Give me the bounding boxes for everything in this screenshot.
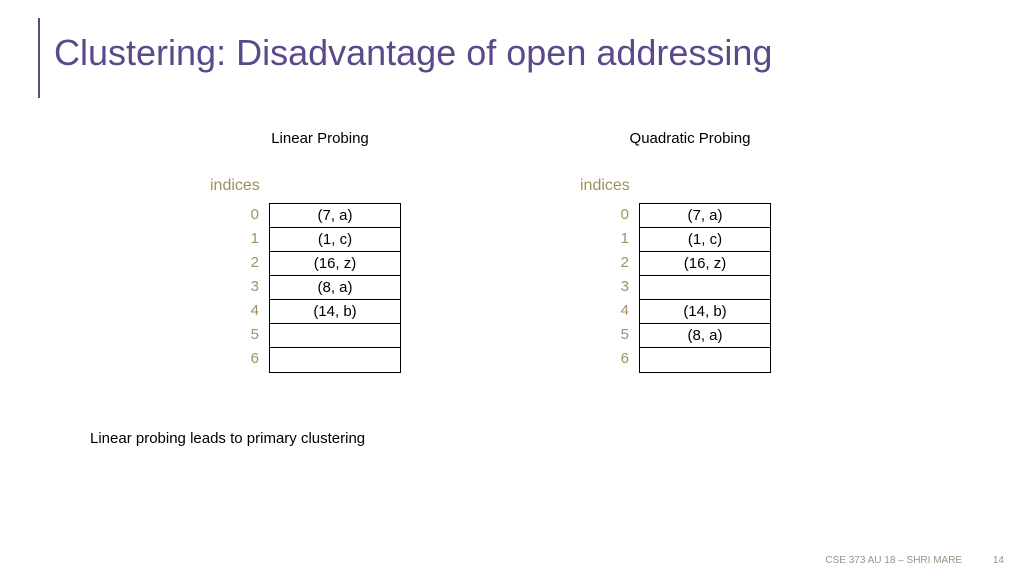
value-cell — [270, 348, 400, 372]
index-cell: 0 — [609, 203, 629, 227]
linear-probing-table: 0 1 2 3 4 5 6 (7, a) (1, c) (16, z) (8, … — [239, 203, 401, 373]
value-column: (7, a) (1, c) (16, z) (14, b) (8, a) — [639, 203, 771, 373]
index-cell: 6 — [609, 347, 629, 371]
value-cell — [270, 324, 400, 348]
linear-probing-block: Linear Probing indices 0 1 2 3 4 5 6 (7,… — [150, 130, 490, 373]
accent-bar — [38, 18, 40, 98]
value-cell: (16, z) — [270, 252, 400, 276]
value-cell: (16, z) — [640, 252, 770, 276]
value-cell: (14, b) — [640, 300, 770, 324]
tables-container: Linear Probing indices 0 1 2 3 4 5 6 (7,… — [0, 130, 1024, 373]
indices-label-right: indices — [580, 177, 630, 195]
value-cell: (7, a) — [640, 204, 770, 228]
index-cell: 1 — [609, 227, 629, 251]
index-cell: 5 — [609, 323, 629, 347]
quadratic-probing-title: Quadratic Probing — [630, 130, 751, 147]
value-column: (7, a) (1, c) (16, z) (8, a) (14, b) — [269, 203, 401, 373]
slide-footer: CSE 373 AU 18 – SHRI MARE 14 — [825, 555, 1004, 566]
index-cell: 1 — [239, 227, 259, 251]
index-cell: 3 — [239, 275, 259, 299]
index-cell: 2 — [239, 251, 259, 275]
index-cell: 3 — [609, 275, 629, 299]
course-label: CSE 373 AU 18 – SHRI MARE — [825, 555, 962, 566]
index-cell: 5 — [239, 323, 259, 347]
value-cell — [640, 348, 770, 372]
value-cell — [640, 276, 770, 300]
index-cell: 6 — [239, 347, 259, 371]
value-cell: (8, a) — [270, 276, 400, 300]
value-cell: (14, b) — [270, 300, 400, 324]
page-number: 14 — [993, 555, 1004, 566]
value-cell: (7, a) — [270, 204, 400, 228]
page-title: Clustering: Disadvantage of open address… — [54, 32, 772, 74]
index-cell: 2 — [609, 251, 629, 275]
value-cell: (1, c) — [270, 228, 400, 252]
quadratic-probing-table: 0 1 2 3 4 5 6 (7, a) (1, c) (16, z) (14,… — [609, 203, 771, 373]
index-cell: 0 — [239, 203, 259, 227]
linear-probing-title: Linear Probing — [271, 130, 369, 147]
index-column: 0 1 2 3 4 5 6 — [609, 203, 629, 373]
index-column: 0 1 2 3 4 5 6 — [239, 203, 259, 373]
value-cell: (1, c) — [640, 228, 770, 252]
clustering-note: Linear probing leads to primary clusteri… — [90, 430, 365, 447]
indices-label-left: indices — [210, 177, 260, 195]
value-cell: (8, a) — [640, 324, 770, 348]
quadratic-probing-block: Quadratic Probing indices 0 1 2 3 4 5 6 … — [520, 130, 860, 373]
index-cell: 4 — [239, 299, 259, 323]
index-cell: 4 — [609, 299, 629, 323]
